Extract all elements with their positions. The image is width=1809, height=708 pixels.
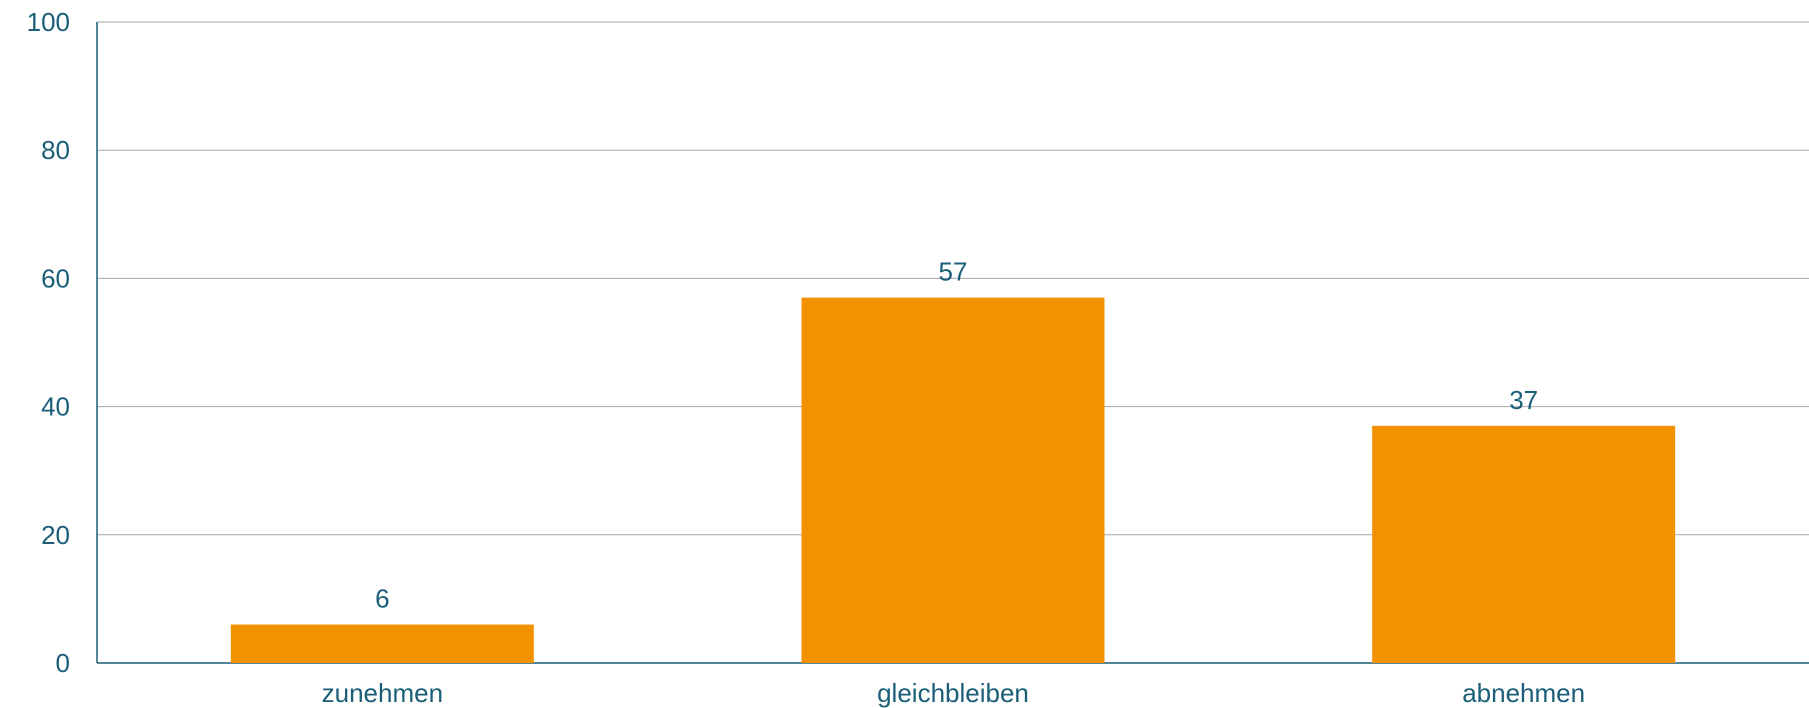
bar [1372,426,1675,663]
x-tick-label: abnehmen [1462,678,1585,708]
y-tick-label: 0 [56,648,70,678]
bar [802,298,1105,663]
data-label: 57 [939,257,968,287]
y-tick-label: 80 [41,135,70,165]
x-tick-label: gleichbleiben [877,678,1029,708]
y-tick-label: 100 [27,7,70,37]
y-tick-label: 40 [41,392,70,422]
data-label: 6 [375,584,389,614]
y-tick-label: 20 [41,520,70,550]
bar [231,625,534,663]
data-label: 37 [1509,385,1538,415]
y-tick-label: 60 [41,263,70,293]
x-tick-label: zunehmen [322,678,443,708]
